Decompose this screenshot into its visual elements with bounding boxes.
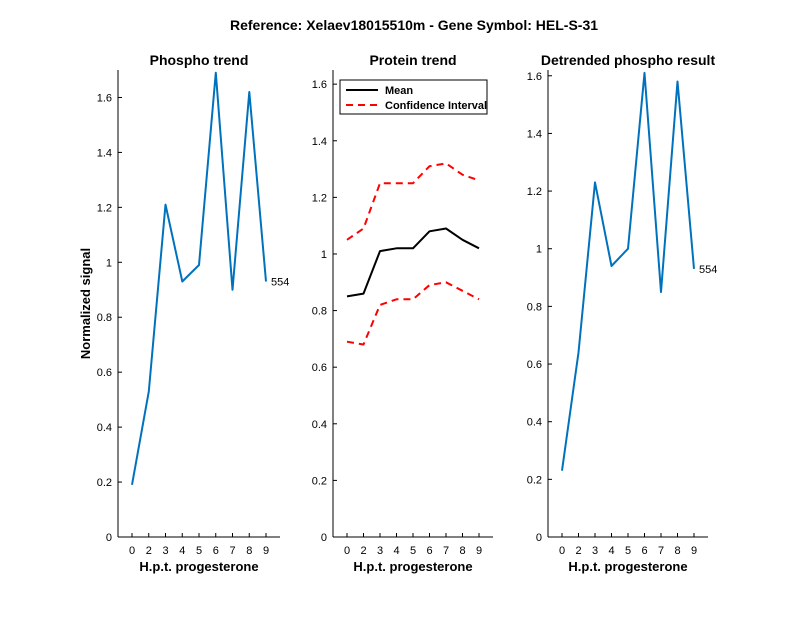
x-tick-label: 8 bbox=[459, 545, 465, 557]
series-line-1 bbox=[346, 227, 480, 298]
x-tick-label: 3 bbox=[377, 545, 383, 557]
legend-label: Mean bbox=[385, 85, 413, 97]
y-tick-label: 0.8 bbox=[527, 301, 542, 313]
series-line-1 bbox=[561, 71, 695, 471]
subplot-3: 00.20.40.60.811.21.41.60 2 3 4 5 6 7 8 9Detrende… bbox=[527, 52, 718, 574]
x-tick-label: 5 bbox=[625, 545, 631, 557]
x-tick-label: 4 bbox=[179, 545, 185, 557]
x-tick-label: 6 bbox=[426, 545, 432, 557]
x-tick-label: 0 bbox=[559, 545, 565, 557]
legend-label: Confidence Interval bbox=[385, 100, 487, 112]
y-tick-label: 0.2 bbox=[527, 474, 542, 486]
y-tick-label: 0.4 bbox=[312, 419, 327, 431]
y-tick-label: 1.6 bbox=[527, 71, 542, 83]
subplot-title: Detrended phospho result bbox=[541, 52, 716, 68]
x-tick-label: 2 bbox=[575, 545, 581, 557]
y-tick-label: 0.6 bbox=[527, 359, 542, 371]
x-axis-title: H.p.t. progesterone bbox=[568, 559, 687, 574]
x-tick-label: 6 bbox=[213, 545, 219, 557]
x-tick-label: 9 bbox=[263, 545, 269, 557]
y-tick-label: 1.2 bbox=[97, 202, 112, 214]
y-tick-label: 1 bbox=[536, 244, 542, 256]
y-tick-label: 1 bbox=[106, 257, 112, 269]
subplot-title: Phospho trend bbox=[150, 52, 249, 68]
subplot-2: 00.20.40.60.811.21.41.60 2 3 4 5 6 7 8 9Protein … bbox=[312, 52, 493, 574]
subplot-panels: 00.20.40.60.811.21.41.60 2 3 4 5 6 7 8 9Phospho … bbox=[78, 52, 717, 574]
series-end-label: 554 bbox=[271, 277, 289, 289]
y-tick-label: 0.8 bbox=[97, 312, 112, 324]
y-tick-label: 1.2 bbox=[312, 192, 327, 204]
y-tick-label: 0.2 bbox=[312, 475, 327, 487]
y-tick-label: 0 bbox=[536, 532, 542, 544]
x-tick-label: 7 bbox=[658, 545, 664, 557]
x-axis-title: H.p.t. progesterone bbox=[139, 559, 258, 574]
y-tick-label: 0.6 bbox=[97, 367, 112, 379]
x-tick-label: 9 bbox=[476, 545, 482, 557]
y-tick-label: 1.6 bbox=[97, 92, 112, 104]
y-tick-label: 1.4 bbox=[312, 136, 327, 148]
y-tick-label: 0 bbox=[321, 532, 327, 544]
x-axis-title: H.p.t. progesterone bbox=[353, 559, 472, 574]
x-tick-label: 8 bbox=[674, 545, 680, 557]
x-tick-label: 0 bbox=[129, 545, 135, 557]
x-tick-label: 5 bbox=[410, 545, 416, 557]
x-tick-label: 7 bbox=[443, 545, 449, 557]
x-tick-label: 3 bbox=[162, 545, 168, 557]
y-tick-label: 1.4 bbox=[97, 147, 112, 159]
y-tick-label: 0.4 bbox=[97, 422, 112, 434]
x-tick-label: 2 bbox=[360, 545, 366, 557]
x-tick-label: 7 bbox=[229, 545, 235, 557]
x-tick-label: 8 bbox=[246, 545, 252, 557]
y-tick-label: 0.4 bbox=[527, 417, 542, 429]
series-end-label: 554 bbox=[699, 264, 717, 276]
x-tick-label: 0 bbox=[344, 545, 350, 557]
y-tick-label: 0.6 bbox=[312, 362, 327, 374]
y-axis-title: Normalized signal bbox=[78, 248, 93, 359]
series-line-1 bbox=[131, 71, 267, 485]
y-tick-label: 1.4 bbox=[527, 128, 542, 140]
x-tick-label: 9 bbox=[691, 545, 697, 557]
x-tick-label: 5 bbox=[196, 545, 202, 557]
y-tick-label: 0 bbox=[106, 532, 112, 544]
x-tick-label: 4 bbox=[608, 545, 614, 557]
y-tick-label: 1 bbox=[321, 249, 327, 261]
x-tick-label: 2 bbox=[146, 545, 152, 557]
y-tick-label: 1.6 bbox=[312, 79, 327, 91]
y-tick-label: 0.2 bbox=[97, 477, 112, 489]
subplot-1: 00.20.40.60.811.21.41.60 2 3 4 5 6 7 8 9Phospho … bbox=[78, 52, 289, 574]
x-tick-label: 3 bbox=[592, 545, 598, 557]
y-tick-label: 1.2 bbox=[527, 186, 542, 198]
series-line-2 bbox=[346, 162, 480, 241]
x-tick-label: 4 bbox=[393, 545, 399, 557]
y-tick-label: 0.8 bbox=[312, 306, 327, 318]
series-line-3 bbox=[346, 281, 480, 346]
legend-box bbox=[339, 79, 488, 115]
x-tick-label: 6 bbox=[641, 545, 647, 557]
figure-title: Reference: Xelaev18015510m - Gene Symbol… bbox=[230, 17, 598, 33]
subplot-title: Protein trend bbox=[369, 52, 456, 68]
